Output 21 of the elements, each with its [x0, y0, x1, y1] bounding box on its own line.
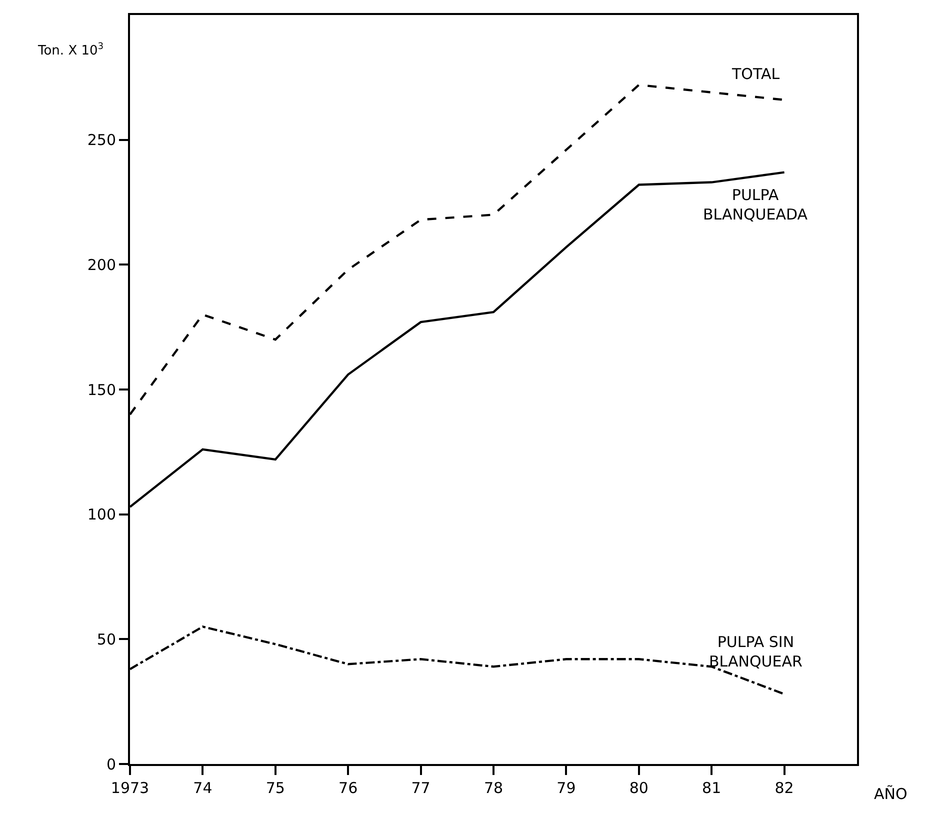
y-axis-title: Ton. X 10$^{3}$ — [37, 42, 104, 58]
y-tick-label: 50 — [96, 630, 116, 648]
x-tick-label: 80 — [629, 779, 648, 797]
x-tick-label: 76 — [338, 779, 358, 797]
x-tick-label: 1973 — [110, 779, 150, 797]
x-tick-label: 81 — [702, 779, 722, 797]
x-tick-label: 82 — [774, 779, 794, 797]
series-label: TOTAL — [731, 65, 780, 83]
x-tick-label: 74 — [193, 779, 212, 797]
y-tick-label: 200 — [87, 256, 116, 274]
series-label: PULPA BLANQUEADA — [703, 186, 808, 224]
x-tick-label: 75 — [266, 779, 285, 797]
y-tick-label: 100 — [87, 506, 116, 524]
x-tick-label: 79 — [556, 779, 576, 797]
series-label: PULPA SIN BLANQUEAR — [709, 633, 802, 670]
x-tick-label: 78 — [484, 779, 504, 797]
x-axis-title: AÑO — [874, 785, 908, 803]
y-tick-label: 0 — [106, 755, 116, 774]
y-tick-label: 150 — [87, 380, 116, 399]
x-tick-label: 77 — [411, 779, 430, 797]
y-tick-label: 250 — [87, 131, 116, 150]
